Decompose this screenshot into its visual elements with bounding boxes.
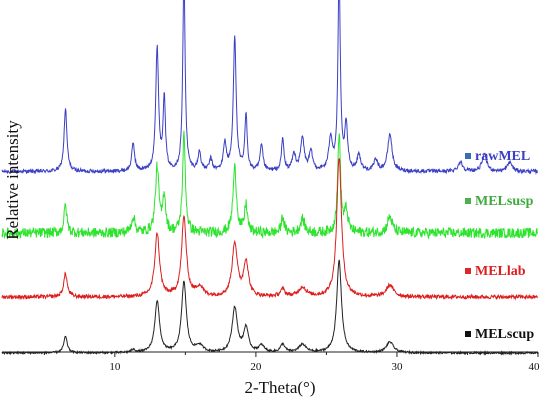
legend-marker-MELlab [465,268,471,274]
legend-marker-MELsusp [465,198,471,204]
legend-label-MELlab: MELlab [475,264,526,279]
legend-marker-MELscup [465,331,471,337]
series-line-rawMEL [1,0,538,175]
x-axis-ticks: 10 20 30 40 [43,352,541,373]
series-line-MELlab [1,158,538,301]
series-line-MELscup [1,259,538,356]
legend-label-MELsusp: MELsusp [475,194,534,209]
legend-label-rawMEL: rawMEL [475,149,530,164]
legend-label-MELscup: MELscup [475,327,534,342]
series-line-MELsusp [1,130,539,240]
x-tick-label-30: 30 [391,361,403,373]
x-tick-label-20: 20 [250,361,262,373]
legend: rawMEL MELsusp MELlab MELscup [465,149,534,342]
y-axis-title: Relative intensity [3,120,22,240]
x-axis-title: 2-Theta(°) [245,378,316,397]
x-tick-label-10: 10 [109,361,121,373]
x-tick-label-40: 40 [529,361,541,373]
legend-marker-rawMEL [465,153,471,159]
series-curves [1,0,539,356]
